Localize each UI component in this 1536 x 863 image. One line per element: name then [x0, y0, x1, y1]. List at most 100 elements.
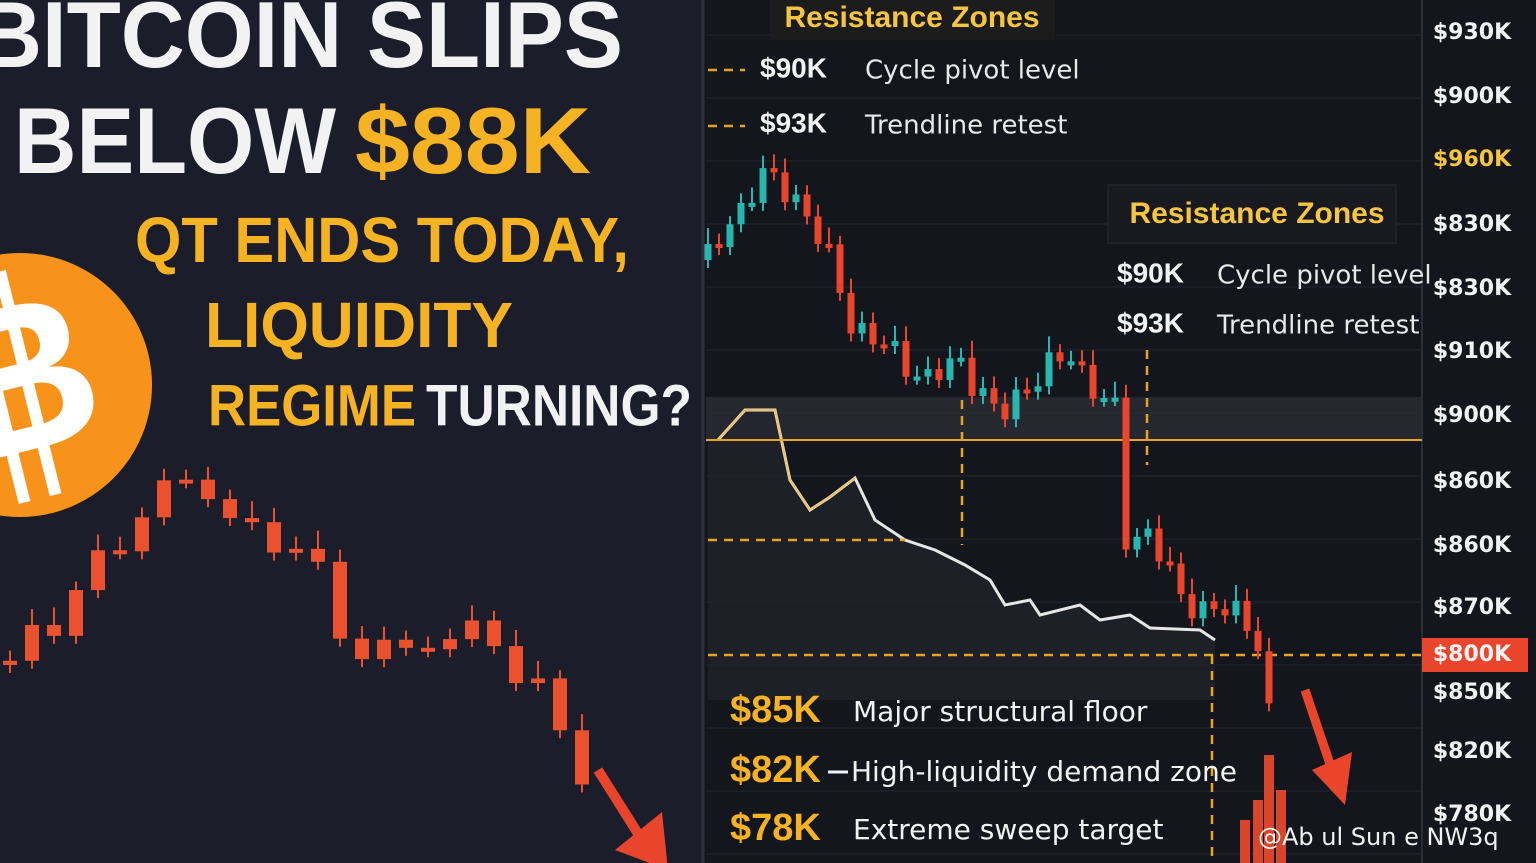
- level-price: $90K: [760, 52, 827, 83]
- candle: [223, 499, 237, 519]
- zone-title: Resistance Zones: [1129, 197, 1384, 230]
- candle: [704, 244, 712, 260]
- candle: [748, 202, 756, 207]
- candle: [825, 243, 833, 248]
- axis-label: $930K: [1433, 20, 1512, 45]
- candle: [1001, 403, 1009, 420]
- candle: [487, 620, 501, 647]
- candle: [858, 323, 866, 334]
- candle: [847, 292, 855, 334]
- support-label: Extreme sweep target: [853, 813, 1164, 846]
- axis-label: $960K: [1433, 147, 1512, 172]
- zone-title: Resistance Zones: [784, 1, 1039, 34]
- bitcoin-bar: [0, 277, 31, 504]
- candle: [759, 168, 767, 203]
- support-price: $78K: [730, 807, 821, 849]
- arrow: [1300, 688, 1337, 772]
- candle: [957, 357, 965, 362]
- dashed-levels: [708, 68, 1422, 863]
- candle: [575, 730, 589, 785]
- axis-label: $900K: [1433, 403, 1512, 428]
- candle: [69, 590, 83, 636]
- candle: [737, 202, 745, 225]
- bar-deco: [1276, 790, 1286, 863]
- axis-label: $830K: [1433, 212, 1512, 237]
- candle: [770, 168, 778, 173]
- axis-label: $910K: [1433, 339, 1512, 364]
- candle: [1188, 594, 1196, 619]
- axis-label: $800K: [1433, 642, 1512, 667]
- candle: [803, 194, 811, 217]
- candle: [946, 358, 954, 380]
- axis-highlight: [1422, 638, 1528, 672]
- bitcoin-bar: [0, 270, 62, 497]
- support-label: Major structural floor: [853, 695, 1148, 728]
- candle: [792, 194, 800, 203]
- candle: [902, 341, 910, 377]
- price-axis: $930K $900K $960K $830K $830K $910K $900K $860K…: [1422, 20, 1528, 827]
- axis-label: $780K: [1433, 802, 1512, 827]
- candle: [935, 369, 943, 380]
- candle: [157, 480, 171, 518]
- candle: [3, 660, 17, 665]
- sell-volume: [1240, 755, 1286, 863]
- subheadline: QT ENDS TODAY,: [135, 204, 629, 276]
- arrows: [593, 688, 1352, 863]
- candle: [267, 522, 281, 553]
- support-label: High-liquidity demand zone: [851, 755, 1237, 788]
- candle: [377, 639, 391, 660]
- candle: [91, 550, 105, 591]
- candle: [913, 376, 921, 381]
- candle: [1078, 361, 1086, 366]
- candle: [355, 638, 369, 660]
- candle: [726, 224, 734, 248]
- candle: [1133, 536, 1141, 550]
- candle: [924, 369, 932, 377]
- support-price: $82K: [730, 749, 821, 791]
- candle: [968, 357, 976, 396]
- subheadline: LIQUIDITY: [205, 289, 513, 361]
- axis-label: $860K: [1433, 533, 1512, 558]
- support-price: $85K: [730, 689, 821, 731]
- level-price: $93K: [760, 107, 827, 138]
- candle: [179, 479, 193, 484]
- candle: [509, 646, 523, 684]
- candle: [1144, 528, 1152, 537]
- candle: [421, 647, 435, 652]
- candle: [781, 172, 789, 203]
- candle: [135, 517, 149, 552]
- level-label: Cycle pivot level: [1217, 261, 1432, 291]
- candle: [553, 678, 567, 731]
- subheadline: TURNING?: [426, 373, 692, 438]
- candle: [311, 548, 325, 562]
- candle: [1089, 364, 1097, 399]
- candle: [1232, 600, 1240, 616]
- candle: [1067, 361, 1075, 366]
- candle: [25, 624, 39, 661]
- headline: BITCOIN SLIPS: [0, 0, 623, 87]
- candle: [836, 244, 844, 293]
- area-shade: [708, 410, 1215, 700]
- headline-accent: $88K: [355, 88, 591, 193]
- candle: [715, 244, 723, 249]
- candle: [1155, 528, 1163, 562]
- candle: [1111, 397, 1119, 402]
- candle: [1023, 389, 1031, 394]
- bar-deco: [1240, 820, 1250, 863]
- watermark: @Ab ul Sun e NW3q: [1258, 823, 1499, 851]
- candle: [113, 550, 127, 555]
- candle: [869, 323, 877, 345]
- axis-label: $830K: [1433, 276, 1512, 301]
- candle: [1166, 561, 1174, 566]
- bar-deco: [1253, 800, 1263, 863]
- subheadline: REGIME: [208, 373, 416, 438]
- bar-deco: [1264, 755, 1274, 863]
- level-label: Trendline retest: [1216, 311, 1419, 341]
- candle: [891, 341, 899, 347]
- candle: [1177, 563, 1185, 595]
- level-price: $90K: [1117, 257, 1184, 288]
- candle: [531, 678, 545, 684]
- candle: [1122, 397, 1130, 550]
- headline: BELOW: [14, 88, 336, 193]
